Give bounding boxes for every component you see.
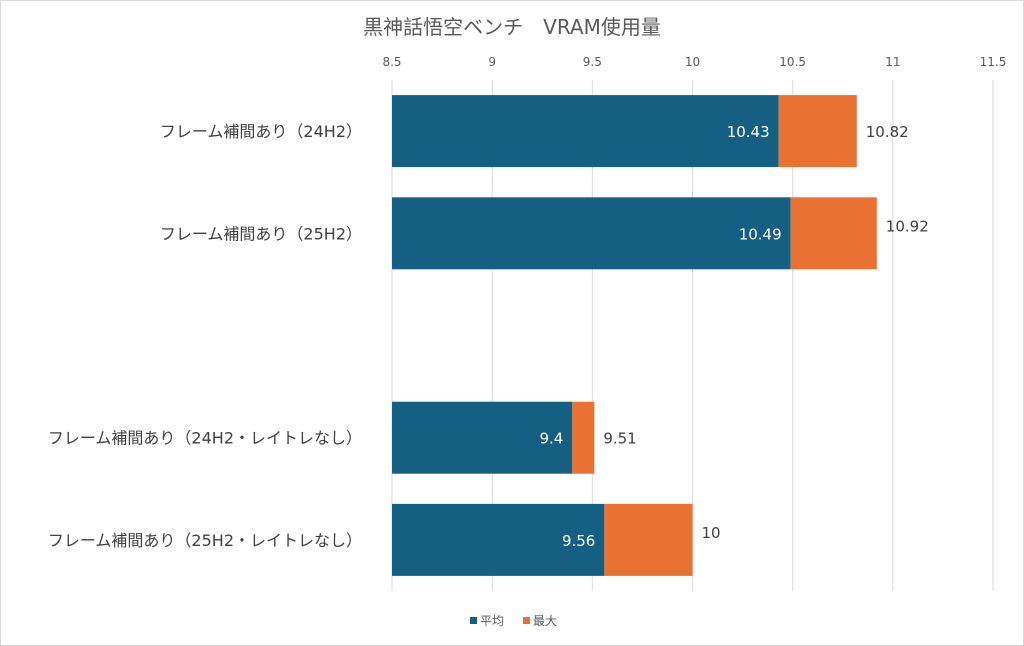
data-label-average: 10.43 (727, 123, 770, 141)
legend-swatch (470, 617, 477, 624)
x-tick-label: 8.5 (382, 55, 401, 69)
data-label-maximum: 10 (702, 524, 721, 542)
legend-label: 平均 (480, 614, 504, 628)
category-label: フレーム補間あり（25H2・レイトレなし） (48, 531, 362, 550)
bar-average (392, 503, 605, 576)
bar-maximum (778, 95, 857, 168)
x-tick-label: 9 (488, 55, 496, 69)
chart-title: 黒神話悟空ベンチ VRAM使用量 (363, 15, 661, 39)
bar-average (392, 95, 779, 168)
category-label: フレーム補間あり（24H2・レイトレなし） (48, 429, 362, 448)
x-tick-label: 9.5 (583, 55, 602, 69)
data-label-average: 10.49 (739, 225, 782, 243)
x-tick-label: 10.5 (779, 55, 806, 69)
category-label: フレーム補間あり（25H2） (160, 224, 362, 243)
bar-average (392, 401, 573, 474)
bar-maximum (572, 401, 595, 474)
bar-maximum (604, 503, 693, 576)
x-tick-label: 11.5 (980, 55, 1007, 69)
data-label-maximum: 10.92 (886, 217, 929, 235)
legend-swatch (523, 617, 530, 624)
bar-maximum (790, 197, 877, 270)
data-label-average: 9.56 (562, 532, 595, 550)
data-label-maximum: 10.82 (866, 123, 909, 141)
data-label-maximum: 9.51 (603, 430, 636, 448)
bar-average (392, 197, 791, 270)
legend-label: 最大 (533, 614, 557, 628)
x-tick-label: 10 (685, 55, 700, 69)
category-label: フレーム補間あり（24H2） (160, 122, 362, 141)
x-tick-label: 11 (885, 55, 900, 69)
data-label-average: 9.4 (539, 430, 563, 448)
